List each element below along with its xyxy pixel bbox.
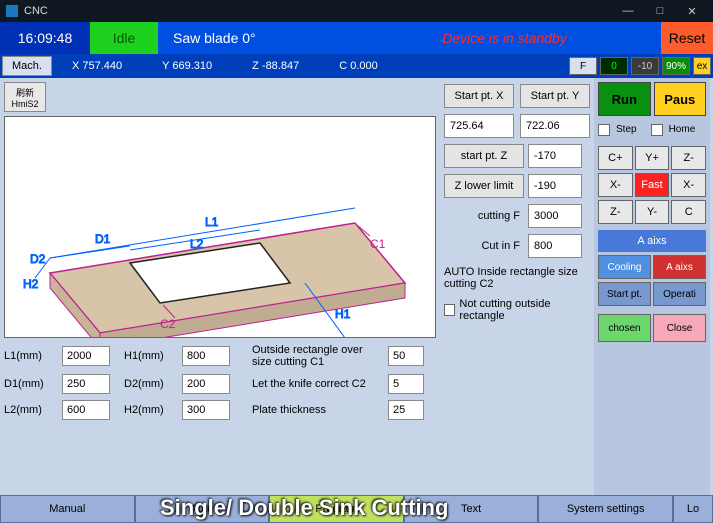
notcut-label: Not cutting outside rectangle <box>459 298 590 322</box>
knife-input[interactable] <box>388 374 424 394</box>
window-title: CNC <box>24 5 48 17</box>
h2-input[interactable] <box>182 400 230 420</box>
l1-input[interactable] <box>62 346 110 366</box>
operati-button[interactable]: Operati <box>653 282 706 306</box>
c1-label: Outside rectangle over size cutting C1 <box>252 344 382 368</box>
jog-zplus[interactable]: Z- <box>671 146 706 170</box>
axis-bar[interactable]: A aixs <box>598 230 706 252</box>
jog-xminus[interactable]: X- <box>598 173 633 197</box>
jog-fast[interactable]: Fast <box>635 173 670 197</box>
svg-text:H2: H2 <box>23 277 39 291</box>
tab-lo[interactable]: Lo <box>673 495 713 523</box>
startpt-x-value[interactable]: 725.64 <box>444 114 514 138</box>
video-overlay-caption: Single/ Double Sink Cutting <box>160 495 448 521</box>
l1-label: L1(mm) <box>4 350 54 362</box>
maximize-button[interactable]: □ <box>645 2 675 20</box>
minimize-button[interactable]: — <box>613 2 643 20</box>
h2-label: H2(mm) <box>124 404 174 416</box>
startpt-y-button[interactable]: Start pt. Y <box>520 84 590 108</box>
main-area: 刷新 HmiS2 L1 L2 D1 D2 H1 H2 C1 <box>0 78 713 496</box>
hmi-button[interactable]: 刷新 HmiS2 <box>4 82 46 112</box>
svg-text:H1: H1 <box>335 307 351 321</box>
step-checkbox[interactable] <box>598 124 610 136</box>
tab-manual[interactable]: Manual <box>0 495 135 523</box>
pause-button[interactable]: Paus <box>654 82 707 116</box>
z-coord: Z -88.847 <box>252 60 299 72</box>
saw-blade-angle: Saw blade 0° <box>158 22 348 54</box>
zlower-button[interactable]: Z lower limit <box>444 174 524 198</box>
knife-label: Let the knife correct C2 <box>252 378 382 390</box>
zlower-value[interactable]: -190 <box>528 174 582 198</box>
notcut-checkbox[interactable] <box>444 304 455 316</box>
jog-yminus[interactable]: Y- <box>635 200 670 224</box>
svg-text:C2: C2 <box>160 317 176 331</box>
top-status-bar: 16:09:48 Idle Saw blade 0° Device is in … <box>0 22 713 54</box>
startpt-z-value[interactable]: -170 <box>528 144 582 168</box>
d1-label: D1(mm) <box>4 378 54 390</box>
window-controls: — □ ✕ <box>613 2 707 20</box>
c-coord: C 0.000 <box>339 60 378 72</box>
cutinf-label: Cut in F <box>444 240 524 252</box>
plate-label: Plate thickness <box>252 404 382 416</box>
cooling-button[interactable]: Cooling <box>598 255 651 279</box>
device-status: Device is in standby <box>348 22 661 54</box>
home-checkbox[interactable] <box>651 124 663 136</box>
cuttingf-value[interactable]: 3000 <box>528 204 582 228</box>
jog-cplus[interactable]: C+ <box>598 146 633 170</box>
y-coord: Y 669.310 <box>162 60 212 72</box>
run-button[interactable]: Run <box>598 82 651 116</box>
sink-diagram: L1 L2 D1 D2 H1 H2 C1 C2 <box>4 116 436 338</box>
h1-input[interactable] <box>182 346 230 366</box>
startpt-z-button[interactable]: start pt. Z <box>444 144 524 168</box>
ex-button[interactable]: ex <box>693 57 711 75</box>
startpt-y-value[interactable]: 722.06 <box>520 114 590 138</box>
titlebar: CNC — □ ✕ <box>0 0 713 22</box>
auto-c2-text: AUTO Inside rectangle size cutting C2 <box>444 266 590 290</box>
svg-text:D1: D1 <box>95 232 111 246</box>
plate-input[interactable] <box>388 400 424 420</box>
x-coord: X 757.440 <box>72 60 122 72</box>
ninety-button[interactable]: 90% <box>662 57 690 75</box>
svg-text:L2: L2 <box>190 237 204 251</box>
l2-input[interactable] <box>62 400 110 420</box>
aaxs-button[interactable]: A aixs <box>653 255 706 279</box>
jog-yplus[interactable]: Y+ <box>635 146 670 170</box>
tab-system[interactable]: System settings <box>538 495 673 523</box>
svg-text:D2: D2 <box>30 252 46 266</box>
feed-value: 0 <box>600 57 628 75</box>
close-window-button[interactable]: ✕ <box>677 2 707 20</box>
left-panel: 刷新 HmiS2 L1 L2 D1 D2 H1 H2 C1 <box>0 78 440 496</box>
svg-text:L1: L1 <box>205 215 219 229</box>
reset-button[interactable]: Reset <box>661 22 713 54</box>
cutinf-value[interactable]: 800 <box>528 234 582 258</box>
cuttingf-label: cutting F <box>444 210 524 222</box>
jog-xplus[interactable]: X- <box>671 173 706 197</box>
startpt-x-button[interactable]: Start pt. X <box>444 84 514 108</box>
d2-input[interactable] <box>182 374 230 394</box>
startpt-button[interactable]: Start pt. <box>598 282 651 306</box>
feed-label[interactable]: F <box>569 57 597 75</box>
right-panel: Run Paus Step Home C+ Y+ Z- X- Fast X- Z… <box>594 78 710 496</box>
svg-text:C1: C1 <box>370 237 386 251</box>
mach-button[interactable]: Mach. <box>2 56 52 76</box>
jog-zminus[interactable]: Z- <box>598 200 633 224</box>
clock: 16:09:48 <box>0 22 90 54</box>
l2-label: L2(mm) <box>4 404 54 416</box>
d2-label: D2(mm) <box>124 378 174 390</box>
c1-input[interactable] <box>388 346 424 366</box>
app-icon <box>6 5 18 17</box>
close-button[interactable]: Close <box>653 314 706 342</box>
h1-label: H1(mm) <box>124 350 174 362</box>
machine-state: Idle <box>90 22 158 54</box>
d1-input[interactable] <box>62 374 110 394</box>
minus10-button[interactable]: -10 <box>631 57 659 75</box>
chosen-button[interactable]: chosen <box>598 314 651 342</box>
mid-panel: Start pt. X Start pt. Y 725.64 722.06 st… <box>440 78 594 496</box>
jog-cminus[interactable]: C <box>671 200 706 224</box>
coordinate-bar: Mach. X 757.440 Y 669.310 Z -88.847 C 0.… <box>0 54 713 78</box>
